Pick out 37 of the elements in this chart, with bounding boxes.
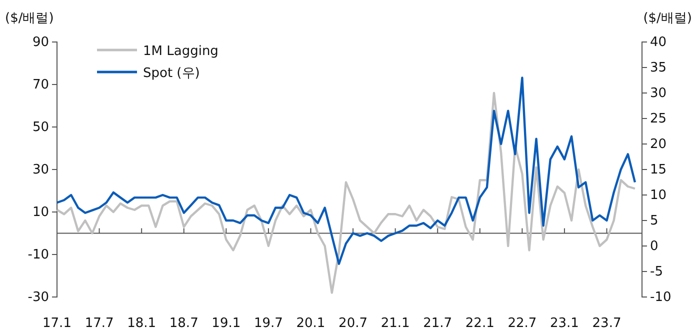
x-tick-label: 19.7 bbox=[254, 316, 283, 331]
x-tick-label: 17.7 bbox=[84, 316, 114, 331]
x-tick-label: 20.7 bbox=[338, 316, 368, 331]
y2-tick-label: -5 bbox=[650, 264, 663, 280]
y2-tick-label: 15 bbox=[650, 162, 667, 178]
y-tick-label: 30 bbox=[32, 162, 49, 178]
legend-label: 1M Lagging bbox=[143, 44, 218, 59]
legend-label: Spot (우) bbox=[143, 66, 200, 81]
x-tick-label: 22.7 bbox=[508, 316, 537, 331]
y2-tick-label: 20 bbox=[650, 137, 667, 152]
y2-tick-label: 30 bbox=[650, 86, 667, 102]
x-tick-label: 22.1 bbox=[465, 316, 494, 331]
y-axis-title: ($/배럴) bbox=[5, 11, 54, 26]
y-tick-label: -30 bbox=[28, 290, 49, 306]
x-tick-label: 23.1 bbox=[550, 316, 579, 331]
y2-axis-title: ($/배럴) bbox=[643, 11, 692, 26]
x-tick-label: 18.7 bbox=[169, 316, 198, 331]
y2-tick-label: 5 bbox=[650, 214, 658, 229]
x-tick-label: 21.1 bbox=[380, 316, 410, 331]
y2-tick-label: 10 bbox=[650, 188, 667, 204]
y2-tick-label: 35 bbox=[650, 60, 667, 76]
x-tick-label: 18.1 bbox=[127, 316, 156, 331]
y2-tick-label: 0 bbox=[650, 239, 658, 254]
y2-tick-label: 40 bbox=[650, 35, 667, 50]
y-tick-label: 10 bbox=[32, 205, 49, 220]
x-tick-label: 23.7 bbox=[592, 316, 622, 331]
x-tick-label: 19.1 bbox=[212, 316, 241, 331]
y-tick-label: 70 bbox=[32, 78, 49, 93]
y-tick-label: 90 bbox=[32, 35, 49, 50]
y-tick-label: 50 bbox=[32, 120, 49, 136]
x-tick-label: 17.1 bbox=[42, 316, 72, 331]
line-series bbox=[56, 92, 636, 294]
x-tick-label: 20.1 bbox=[296, 316, 326, 331]
x-tick-label: 21.7 bbox=[423, 316, 452, 331]
y2-tick-label: 25 bbox=[650, 112, 667, 127]
y-tick-label: -10 bbox=[28, 248, 49, 263]
y2-tick-label: -10 bbox=[650, 290, 672, 306]
